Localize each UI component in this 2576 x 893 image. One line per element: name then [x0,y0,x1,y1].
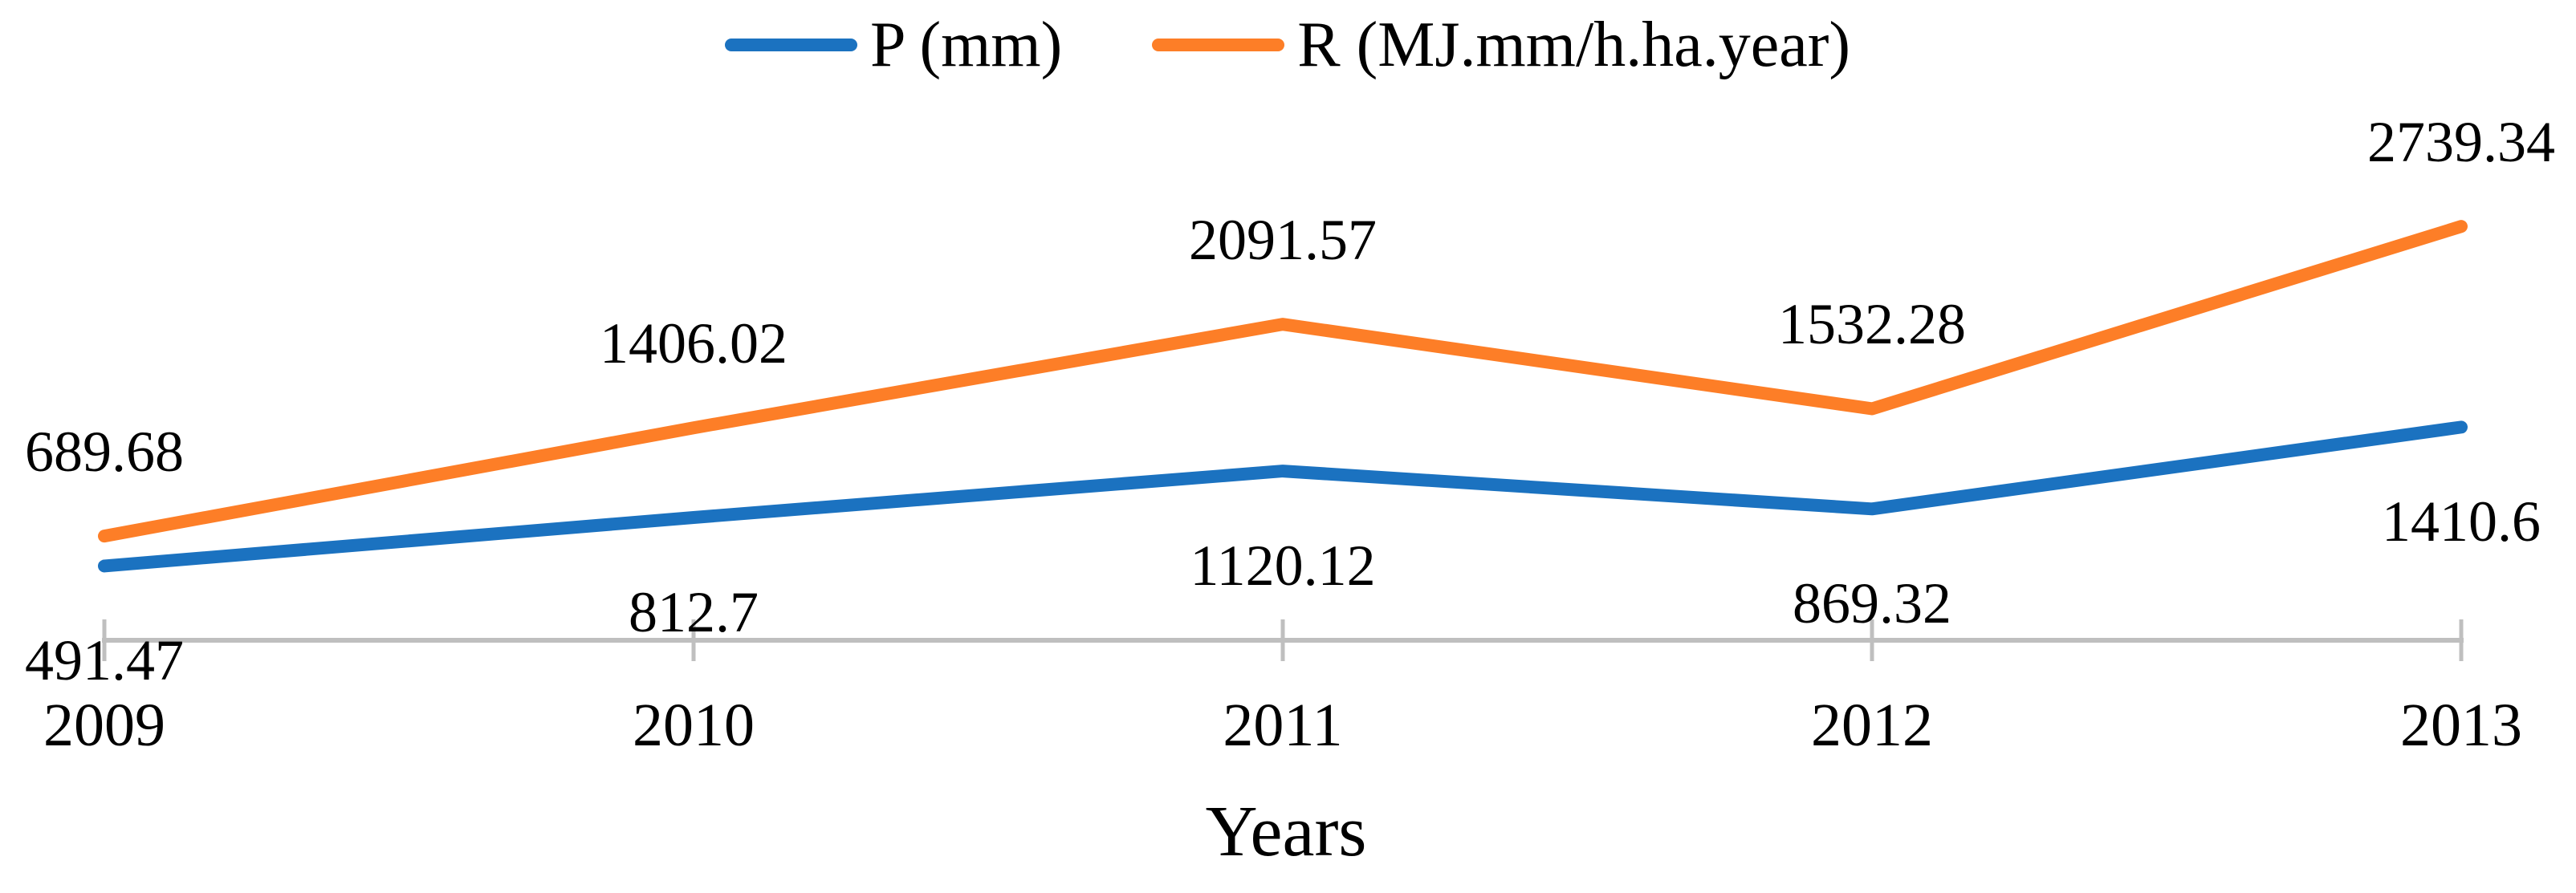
r-data-label-2012: 1532.28 [1778,292,1966,357]
x-axis-title: Years [1205,792,1367,871]
x-tick-label-2010: 2010 [633,692,755,759]
x-tick-label-2012: 2012 [1811,692,1933,759]
legend-label-r: R (MJ.mm/h.ha.year) [1297,10,1851,80]
p-data-label-2011: 1120.12 [1190,534,1376,599]
x-tick-label-2009: 2009 [43,692,165,759]
legend: P (mm) R (MJ.mm/h.ha.year) [725,10,1850,80]
p-series-line-swatch [725,39,857,51]
x-tick-label-2013: 2013 [2400,692,2522,759]
p-data-label-2009: 491.47 [25,628,184,693]
r-data-label-2010: 1406.02 [600,311,787,376]
legend-item-r: R (MJ.mm/h.ha.year) [1152,10,1850,80]
r-data-label-2013: 2739.34 [2367,110,2555,175]
r-data-label-2009: 689.68 [25,420,184,485]
r-series-line-swatch [1152,39,1285,51]
legend-item-p: P (mm) [725,10,1062,80]
p-data-label-2013: 1410.6 [2382,489,2541,554]
r-series-line [98,220,2468,543]
p-data-label-2010: 812.7 [629,579,759,644]
x-tick-label-2011: 2011 [1223,692,1343,759]
r-data-label-2011: 2091.57 [1189,208,1377,273]
p-series-line [98,420,2468,573]
p-data-label-2012: 869.32 [1793,571,1951,636]
legend-label-p: P (mm) [870,10,1063,80]
